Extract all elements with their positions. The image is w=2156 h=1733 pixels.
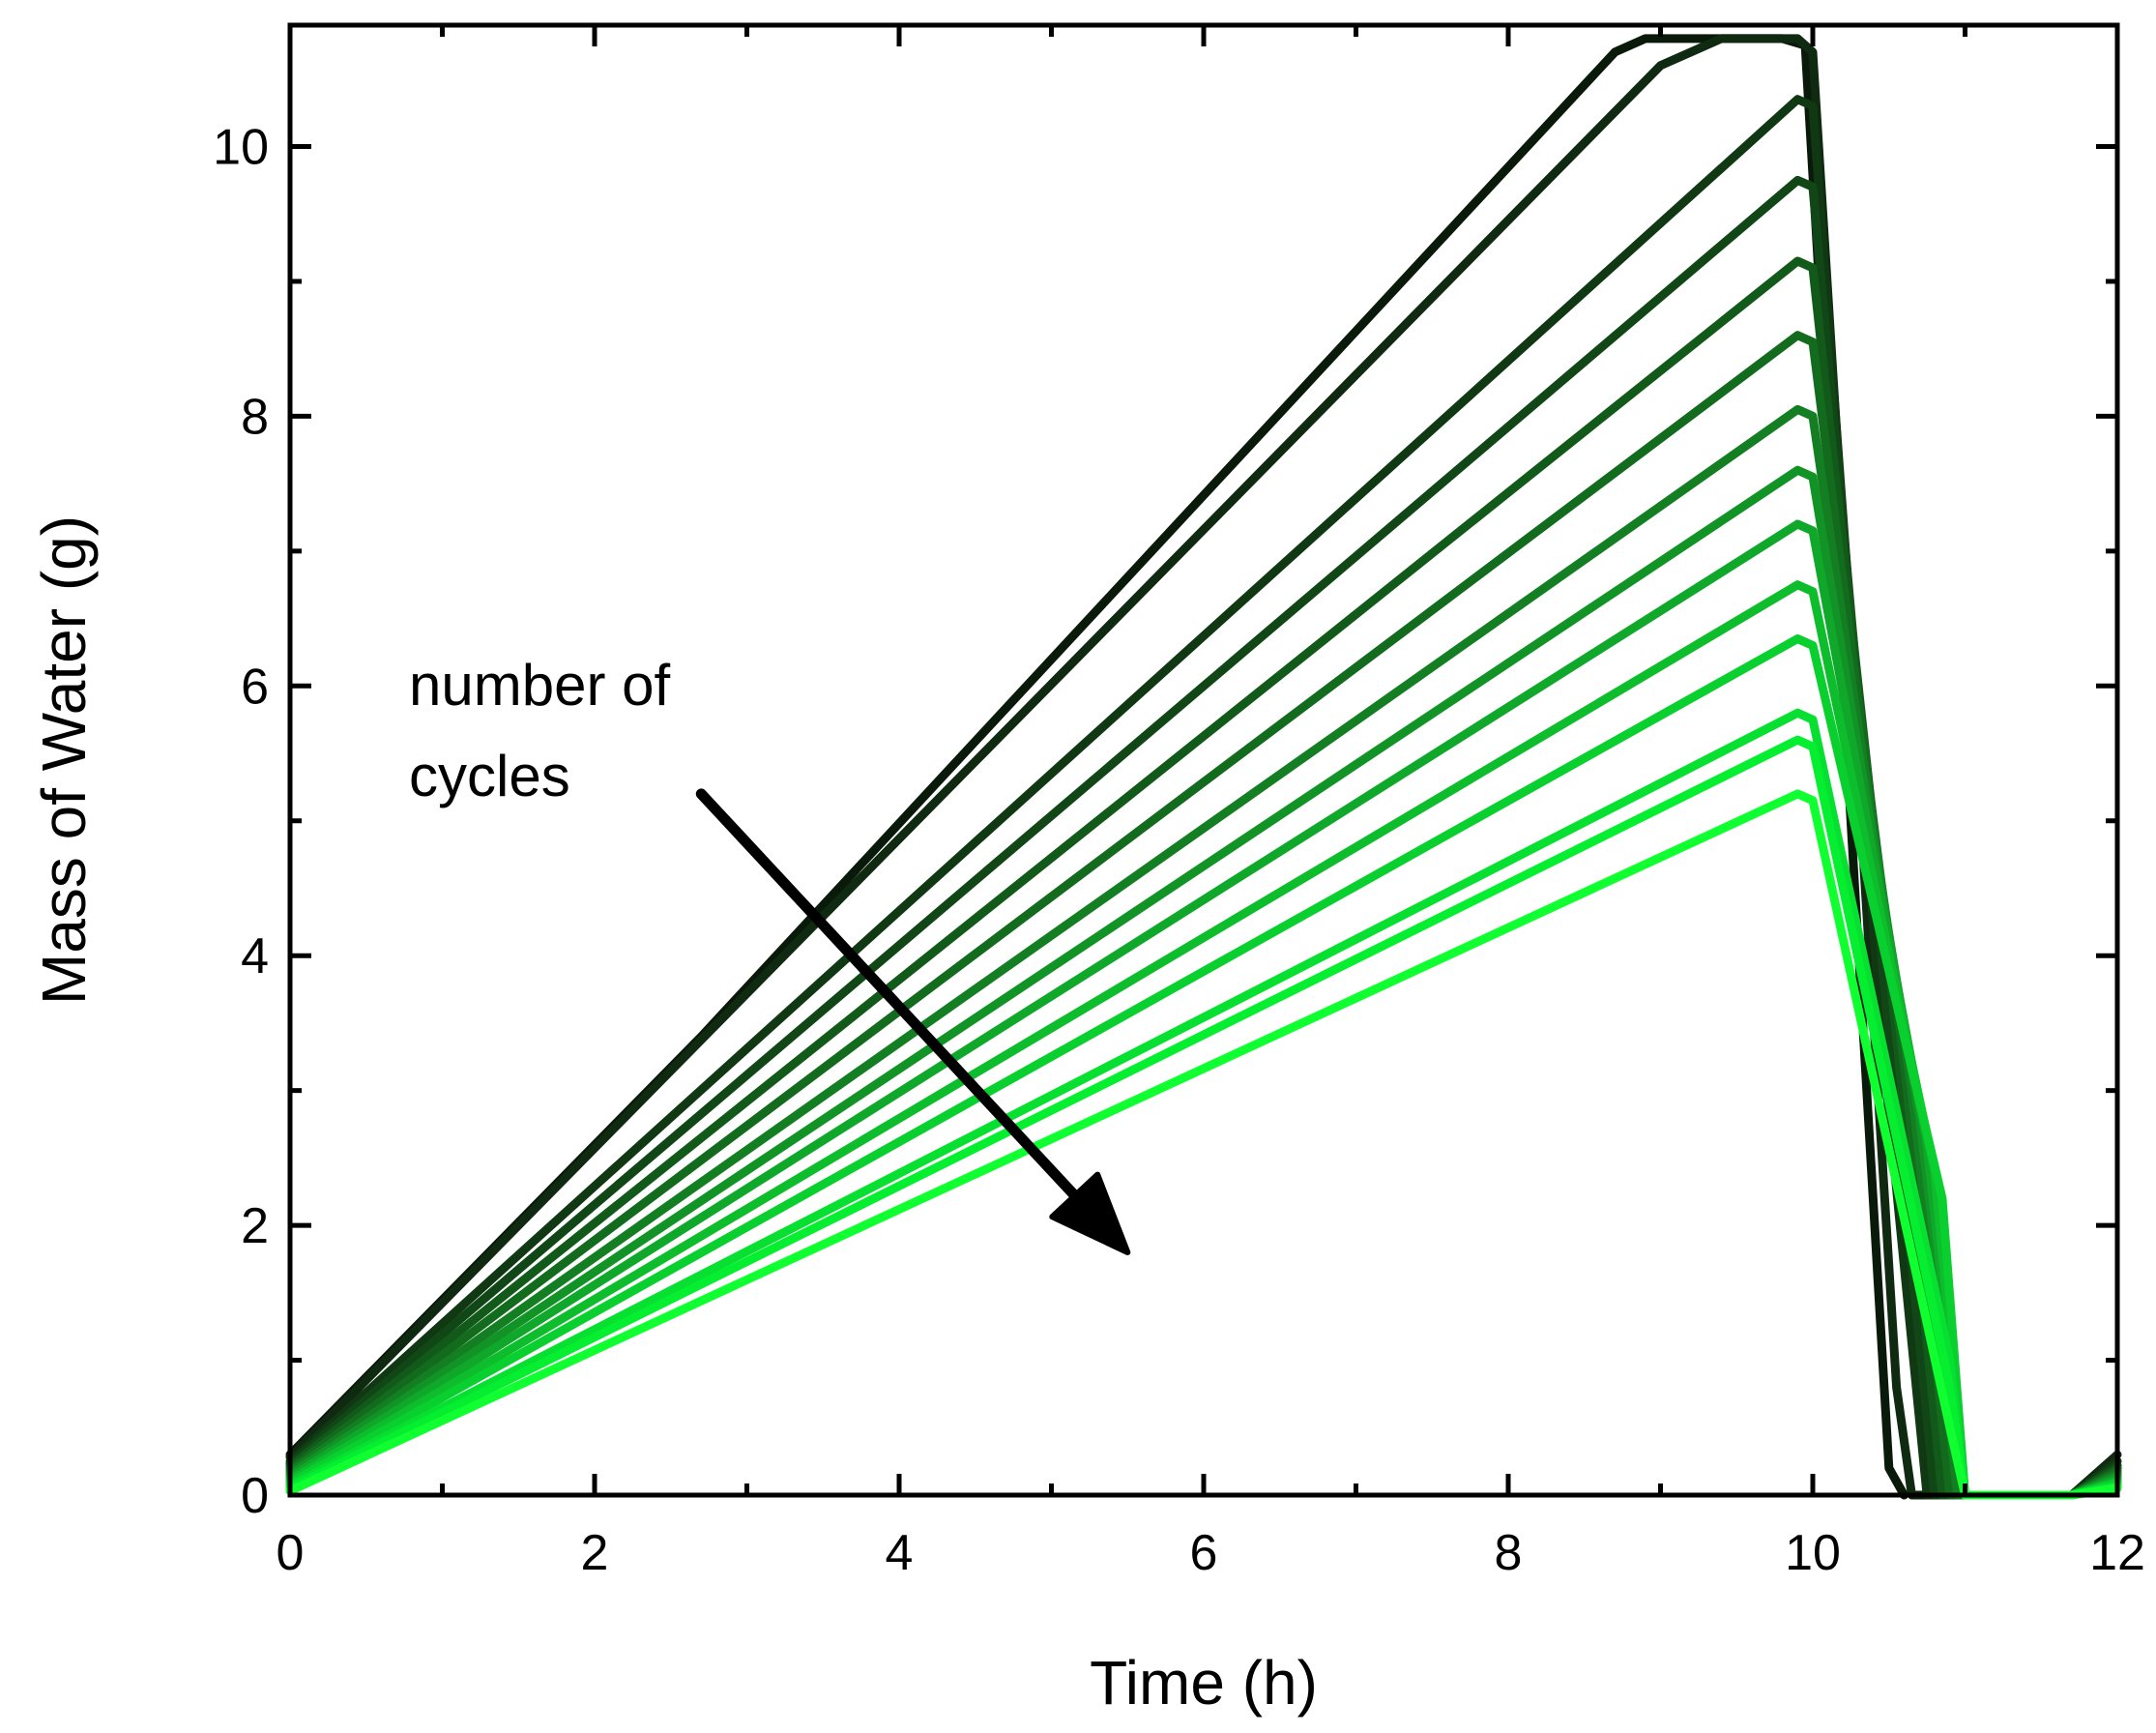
annotation-arrow-head <box>1049 1171 1131 1255</box>
tick-layer: 0 2 4 6 8 10 12 0 2 4 6 8 10 <box>213 25 2145 1581</box>
y-tick-label: 2 <box>241 1198 269 1254</box>
x-tick-label: 4 <box>886 1525 914 1581</box>
x-tick-label: 2 <box>581 1525 609 1581</box>
x-tick-label: 6 <box>1190 1525 1218 1581</box>
y-tick-label: 0 <box>241 1468 269 1524</box>
annotation-arrow-shaft <box>695 788 1081 1201</box>
annotation-line-1: number of <box>409 653 670 718</box>
annotation: number of cycles <box>409 653 1131 1255</box>
y-tick-label: 10 <box>213 120 269 176</box>
y-tick-label: 8 <box>241 389 269 445</box>
y-tick-label: 4 <box>241 928 269 984</box>
annotation-line-2: cycles <box>409 744 570 808</box>
x-tick-label: 12 <box>2089 1525 2145 1581</box>
y-tick-label: 6 <box>241 659 269 715</box>
x-axis-title: Time (h) <box>1090 1648 1318 1718</box>
y-axis-title: Mass of Water (g) <box>29 515 99 1005</box>
x-tick-label: 0 <box>277 1525 305 1581</box>
x-tick-label: 10 <box>1785 1525 1841 1581</box>
x-tick-label: 8 <box>1495 1525 1523 1581</box>
